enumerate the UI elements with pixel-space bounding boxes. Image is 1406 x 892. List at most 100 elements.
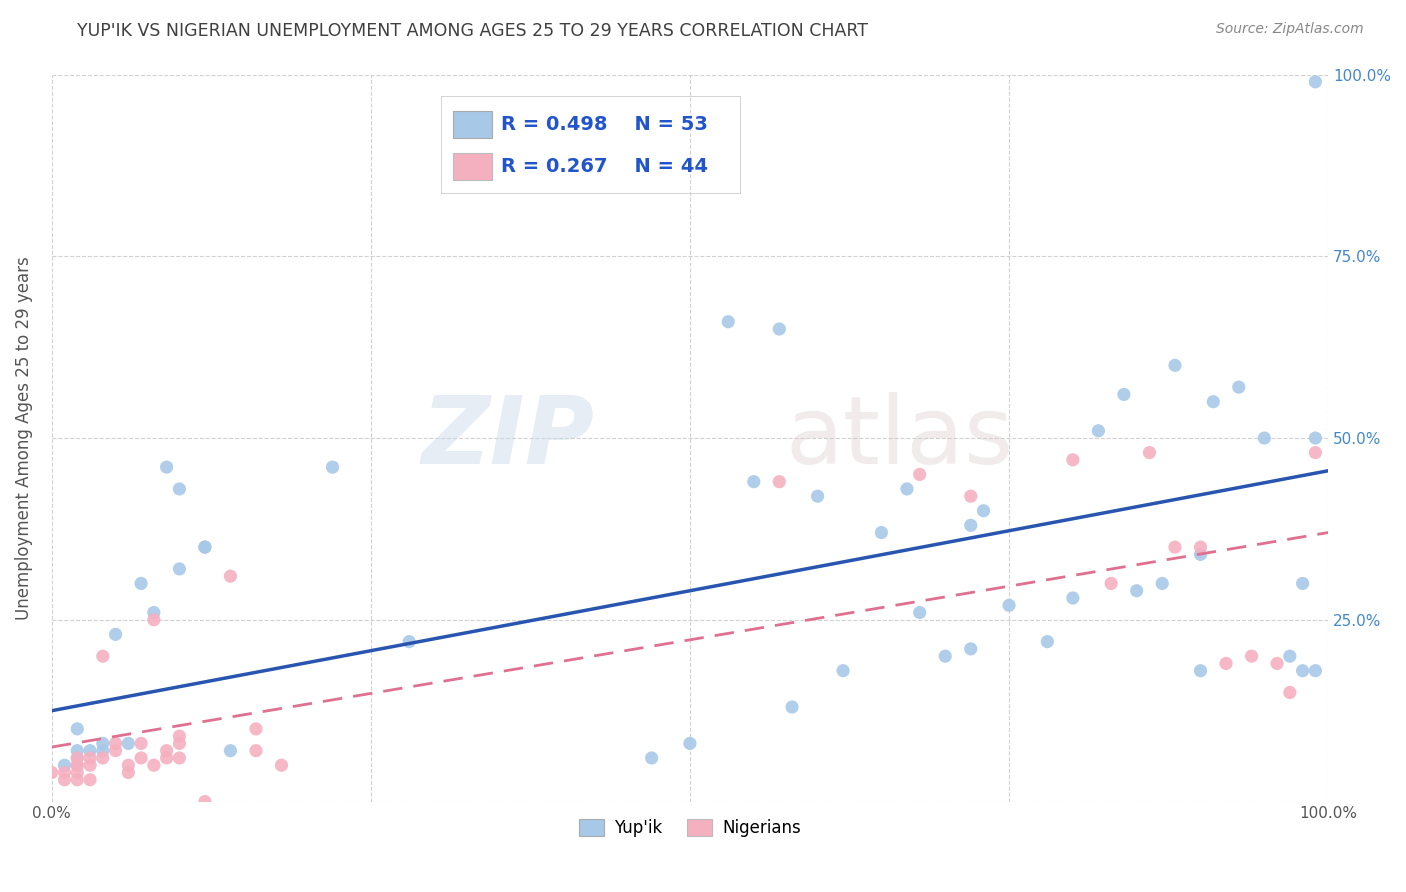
Text: YUP'IK VS NIGERIAN UNEMPLOYMENT AMONG AGES 25 TO 29 YEARS CORRELATION CHART: YUP'IK VS NIGERIAN UNEMPLOYMENT AMONG AG… bbox=[77, 22, 869, 40]
Point bbox=[1189, 664, 1212, 678]
Point bbox=[79, 744, 101, 758]
Point bbox=[194, 540, 217, 554]
Point bbox=[742, 475, 765, 489]
Point bbox=[169, 736, 191, 750]
Point bbox=[1087, 424, 1109, 438]
Point bbox=[959, 641, 981, 656]
Point bbox=[169, 562, 191, 576]
Text: ZIP: ZIP bbox=[422, 392, 595, 484]
Point bbox=[117, 736, 139, 750]
Point bbox=[66, 751, 89, 765]
Point bbox=[104, 736, 127, 750]
Point bbox=[245, 722, 267, 736]
Point bbox=[1278, 649, 1301, 664]
Point bbox=[104, 627, 127, 641]
Point bbox=[66, 751, 89, 765]
Point bbox=[1305, 431, 1327, 445]
Point bbox=[1125, 583, 1147, 598]
Point bbox=[142, 606, 165, 620]
Point bbox=[129, 736, 152, 750]
Point bbox=[1265, 657, 1288, 671]
Point bbox=[66, 772, 89, 787]
Point bbox=[959, 489, 981, 503]
Point bbox=[1291, 664, 1313, 678]
Point bbox=[91, 736, 114, 750]
Point bbox=[53, 772, 76, 787]
Point bbox=[908, 606, 931, 620]
Point bbox=[66, 744, 89, 758]
Point bbox=[79, 758, 101, 772]
Point bbox=[998, 599, 1021, 613]
Point bbox=[169, 482, 191, 496]
Point bbox=[41, 765, 63, 780]
Point bbox=[973, 504, 995, 518]
Point bbox=[79, 751, 101, 765]
Legend: Yup'ik, Nigerians: Yup'ik, Nigerians bbox=[572, 813, 807, 844]
Point bbox=[1202, 394, 1225, 409]
Point bbox=[142, 758, 165, 772]
Point bbox=[717, 315, 740, 329]
Point bbox=[194, 795, 217, 809]
Point bbox=[1062, 453, 1084, 467]
Y-axis label: Unemployment Among Ages 25 to 29 years: Unemployment Among Ages 25 to 29 years bbox=[15, 256, 32, 620]
Point bbox=[66, 765, 89, 780]
Point bbox=[908, 467, 931, 482]
Point bbox=[934, 649, 956, 664]
Point bbox=[1227, 380, 1250, 394]
Point bbox=[896, 482, 918, 496]
Point bbox=[832, 664, 855, 678]
Point bbox=[245, 744, 267, 758]
Point bbox=[91, 649, 114, 664]
Point bbox=[1189, 540, 1212, 554]
Point bbox=[219, 569, 242, 583]
Point bbox=[768, 475, 790, 489]
Point bbox=[806, 489, 828, 503]
Point bbox=[1139, 445, 1161, 459]
Point bbox=[322, 460, 344, 475]
Point bbox=[1215, 657, 1237, 671]
Point bbox=[142, 613, 165, 627]
Point bbox=[768, 322, 790, 336]
Point bbox=[640, 751, 662, 765]
Point bbox=[66, 722, 89, 736]
Point bbox=[959, 518, 981, 533]
Point bbox=[117, 758, 139, 772]
Point bbox=[1062, 591, 1084, 605]
Point bbox=[1036, 634, 1059, 648]
Point bbox=[91, 744, 114, 758]
Point bbox=[270, 758, 292, 772]
Point bbox=[169, 729, 191, 743]
Point bbox=[129, 576, 152, 591]
Point bbox=[117, 765, 139, 780]
Point bbox=[1189, 547, 1212, 561]
Point bbox=[1164, 540, 1187, 554]
Point bbox=[1164, 359, 1187, 373]
Point bbox=[1099, 576, 1122, 591]
Point bbox=[398, 634, 420, 648]
Point bbox=[169, 751, 191, 765]
Point bbox=[91, 751, 114, 765]
Point bbox=[870, 525, 893, 540]
Point bbox=[194, 540, 217, 554]
Point bbox=[1112, 387, 1135, 401]
Point bbox=[1305, 445, 1327, 459]
Point bbox=[1291, 576, 1313, 591]
Point bbox=[1152, 576, 1174, 591]
Point bbox=[66, 758, 89, 772]
Point bbox=[1278, 685, 1301, 699]
Point bbox=[129, 751, 152, 765]
Point bbox=[1305, 664, 1327, 678]
Point bbox=[1253, 431, 1275, 445]
Point bbox=[53, 765, 76, 780]
Point bbox=[79, 772, 101, 787]
Text: atlas: atlas bbox=[786, 392, 1014, 484]
Text: Source: ZipAtlas.com: Source: ZipAtlas.com bbox=[1216, 22, 1364, 37]
Point bbox=[53, 758, 76, 772]
Point bbox=[1240, 649, 1263, 664]
Point bbox=[156, 744, 179, 758]
Point bbox=[780, 700, 803, 714]
Point bbox=[156, 460, 179, 475]
Point bbox=[1305, 75, 1327, 89]
Point bbox=[679, 736, 702, 750]
Point bbox=[66, 758, 89, 772]
